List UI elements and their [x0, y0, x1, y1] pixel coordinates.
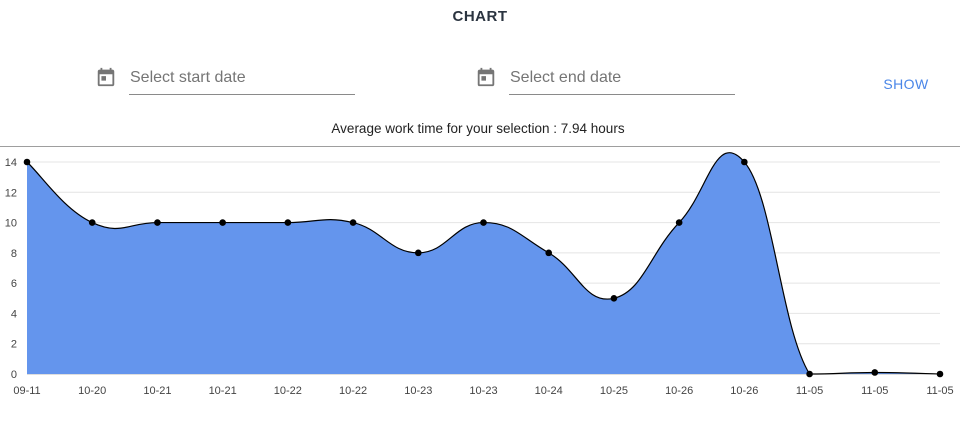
- data-point: [610, 294, 618, 302]
- data-point: [545, 249, 553, 257]
- x-tick-label: 10-23: [404, 385, 432, 397]
- calendar-icon[interactable]: [475, 66, 497, 88]
- y-tick-label: 4: [11, 308, 17, 320]
- data-point: [88, 219, 96, 226]
- area-series: [26, 152, 941, 375]
- y-tick-label: 14: [5, 157, 17, 169]
- work-time-chart: 0 2 4 6 8 10 12 14 09-11 10-20 10-21 10-21 10-22 10-2…: [5, 152, 954, 397]
- data-point: [806, 370, 813, 378]
- data-point: [349, 219, 357, 226]
- y-tick-label: 0: [11, 369, 17, 381]
- x-tick-label: 10-24: [535, 385, 563, 397]
- data-points: [23, 158, 944, 378]
- page-title: CHART: [452, 8, 508, 25]
- x-tick-label: 10-22: [274, 385, 302, 397]
- show-button[interactable]: SHOW: [878, 72, 934, 96]
- data-point: [871, 369, 879, 376]
- data-point: [480, 219, 487, 226]
- data-point: [154, 219, 161, 226]
- x-tick-label: 10-21: [209, 385, 237, 397]
- end-date-field[interactable]: [475, 62, 737, 96]
- x-tick-label: 11-05: [861, 385, 888, 397]
- x-tick-label: 10-26: [665, 385, 693, 397]
- data-point: [414, 249, 422, 257]
- x-tick-label: 10-22: [339, 385, 367, 397]
- y-tick-label: 2: [11, 339, 17, 351]
- data-point: [23, 158, 31, 166]
- start-date-field[interactable]: [95, 62, 357, 96]
- calendar-icon[interactable]: [95, 66, 117, 88]
- data-point: [284, 219, 292, 226]
- area-fill: [27, 152, 940, 374]
- x-tick-label: 11-05: [926, 385, 953, 397]
- y-tick-label: 10: [5, 218, 17, 230]
- data-point: [219, 219, 226, 226]
- y-tick-label: 8: [11, 248, 17, 260]
- y-tick-label: 12: [5, 187, 17, 199]
- x-tick-label: 10-21: [143, 385, 171, 397]
- average-work-time-text: Average work time for your selection : 7…: [331, 121, 625, 136]
- axis-labels: 0 2 4 6 8 10 12 14 09-11 10-20 10-21 10-21 10-22 10-2…: [5, 157, 954, 397]
- data-point: [675, 219, 683, 226]
- y-tick-label: 6: [11, 278, 17, 290]
- x-tick-label: 10-23: [469, 385, 497, 397]
- divider: [0, 146, 960, 147]
- start-date-input[interactable]: [129, 62, 355, 95]
- series-line: [26, 152, 941, 375]
- x-tick-label: 10-20: [78, 385, 106, 397]
- x-tick-label: 09-11: [13, 385, 40, 397]
- x-tick-label: 11-05: [796, 385, 823, 397]
- x-tick-label: 10-25: [600, 385, 628, 397]
- end-date-input[interactable]: [509, 62, 735, 95]
- x-tick-label: 10-26: [730, 385, 758, 397]
- data-point: [741, 158, 748, 166]
- data-point: [936, 370, 944, 378]
